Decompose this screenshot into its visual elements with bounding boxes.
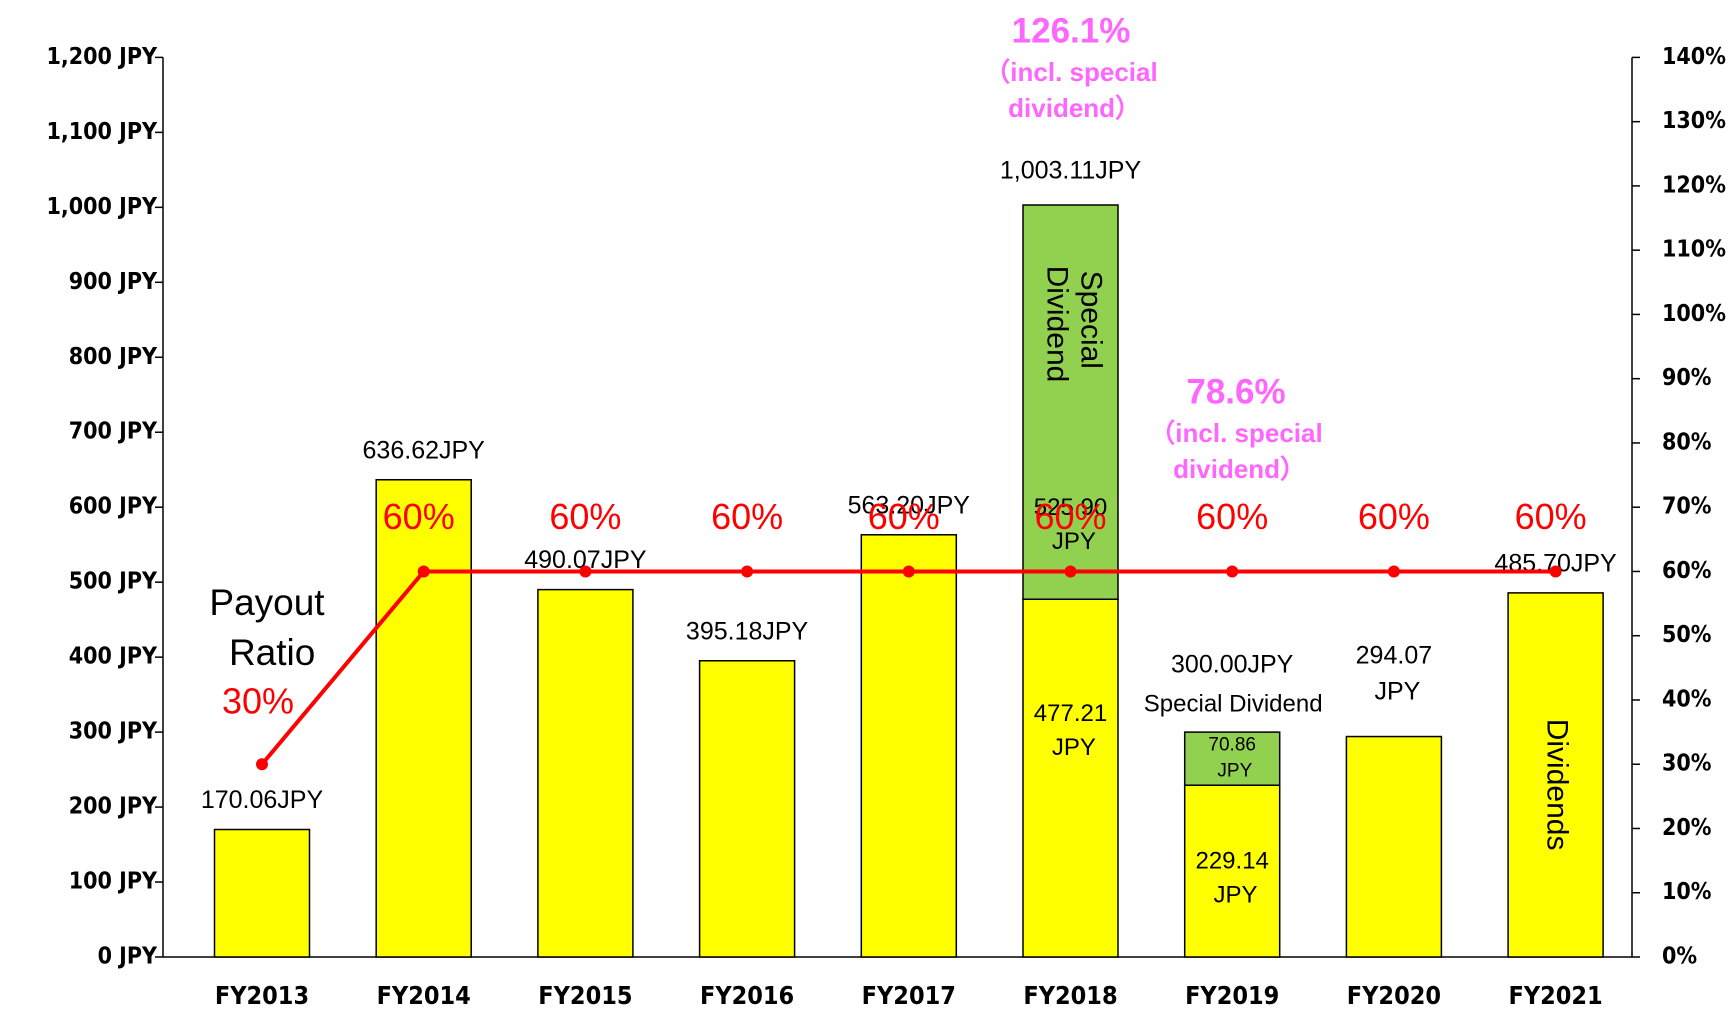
y2-tick-label: 120% xyxy=(1662,172,1726,198)
value-label: 30% xyxy=(222,681,294,722)
y2-tick-label: 90% xyxy=(1662,365,1712,391)
y-tick-label: 800 JPY xyxy=(69,344,158,370)
value-label: 60% xyxy=(711,496,783,537)
y-tick-label: 200 JPY xyxy=(69,794,158,820)
y-tick-label: 900 JPY xyxy=(69,269,158,295)
y2-tick-label: 60% xyxy=(1662,558,1712,584)
value-label: 70.86 JPY xyxy=(1208,735,1256,782)
line-point xyxy=(1387,565,1400,578)
value-label: 60% xyxy=(868,496,940,537)
x-tick-label: FY2016 xyxy=(700,981,794,1010)
x-tick-label: FY2017 xyxy=(862,981,956,1010)
line-point xyxy=(1064,565,1077,578)
y-tick-label: 1,100 JPY xyxy=(47,119,159,145)
series-label: Dividends xyxy=(1541,719,1574,851)
y2-tick-label: 80% xyxy=(1662,429,1712,455)
y2-tick-label: 140% xyxy=(1662,44,1726,70)
series-label: Payout Ratio xyxy=(209,582,325,673)
y-tick-label: 500 JPY xyxy=(69,569,158,595)
value-label: 294.07 JPY xyxy=(1356,641,1432,705)
value-label: 60% xyxy=(1034,496,1106,537)
value-label: 60% xyxy=(549,496,621,537)
y2-tick-label: 0% xyxy=(1662,944,1697,970)
y-tick-label: 1,000 JPY xyxy=(47,194,159,220)
total-label: 300.00JPY xyxy=(1171,651,1294,679)
bar xyxy=(1183,784,1281,958)
y2-tick-label: 10% xyxy=(1662,879,1712,905)
y2-tick-label: 20% xyxy=(1662,815,1712,841)
y-tick-label: 100 JPY xyxy=(69,869,158,895)
value-label: 477.21 JPY xyxy=(1034,700,1107,761)
y-tick-label: 300 JPY xyxy=(69,719,158,745)
y-tick-label: 700 JPY xyxy=(69,419,158,445)
x-tick-label: FY2015 xyxy=(538,981,632,1010)
y2-tick-label: 100% xyxy=(1662,301,1726,327)
annotation-note: （incl. special dividend） xyxy=(1149,418,1322,484)
bar xyxy=(698,659,796,958)
value-label: 636.62JPY xyxy=(363,436,486,464)
bar xyxy=(1022,598,1119,958)
value-label: 60% xyxy=(383,496,455,537)
bar xyxy=(537,588,634,958)
x-tick-label: FY2013 xyxy=(215,981,309,1010)
x-tick-label: FY2014 xyxy=(377,981,471,1010)
y2-tick-label: 30% xyxy=(1662,751,1712,777)
annotation-note: （incl. special dividend） xyxy=(984,57,1157,123)
line-point xyxy=(579,565,592,578)
annotation: 78.6% xyxy=(1186,372,1285,411)
series-label: Special Dividend xyxy=(1041,257,1108,382)
y2-tick-label: 40% xyxy=(1662,686,1712,712)
value-label: 60% xyxy=(1515,496,1587,537)
y-tick-label: 400 JPY xyxy=(69,644,158,670)
y2-tick-label: 130% xyxy=(1662,108,1726,134)
value-label: 170.06JPY xyxy=(201,786,324,814)
bar xyxy=(1183,731,1281,786)
x-tick-label: FY2018 xyxy=(1023,981,1117,1010)
x-tick-label: FY2019 xyxy=(1185,981,1279,1010)
line-point xyxy=(741,565,754,578)
y2-tick-label: 70% xyxy=(1662,494,1712,520)
line-point xyxy=(1549,565,1562,578)
value-label: 60% xyxy=(1196,496,1268,537)
total-label: 1,003.11JPY xyxy=(1000,157,1142,185)
y2-tick-label: 110% xyxy=(1662,237,1726,263)
line-point xyxy=(417,565,430,578)
value-label: 60% xyxy=(1358,496,1430,537)
bar xyxy=(213,828,311,958)
bar xyxy=(1022,204,1119,601)
line-point xyxy=(256,758,268,771)
y2-tick-label: 50% xyxy=(1662,622,1712,648)
value-label: 563.20JPY xyxy=(848,491,971,519)
line-point xyxy=(902,565,915,578)
line-point xyxy=(1226,565,1239,578)
y-tick-label: 600 JPY xyxy=(69,494,158,520)
bar xyxy=(1507,592,1604,958)
value-label: 395.18JPY xyxy=(686,617,809,645)
bar xyxy=(860,534,958,958)
x-tick-label: FY2021 xyxy=(1508,981,1602,1010)
y-tick-label: 1,200 JPY xyxy=(47,44,159,70)
x-tick-label: FY2020 xyxy=(1347,981,1441,1010)
value-label: 229.14 JPY xyxy=(1195,848,1268,909)
bar xyxy=(375,478,472,958)
annotation: 126.1% xyxy=(1012,11,1131,50)
annotation-label: Special Dividend xyxy=(1144,690,1323,717)
y-tick-label: 0 JPY xyxy=(98,944,158,970)
value-label: 525.90 JPY xyxy=(1034,494,1107,555)
bar xyxy=(1345,735,1443,958)
